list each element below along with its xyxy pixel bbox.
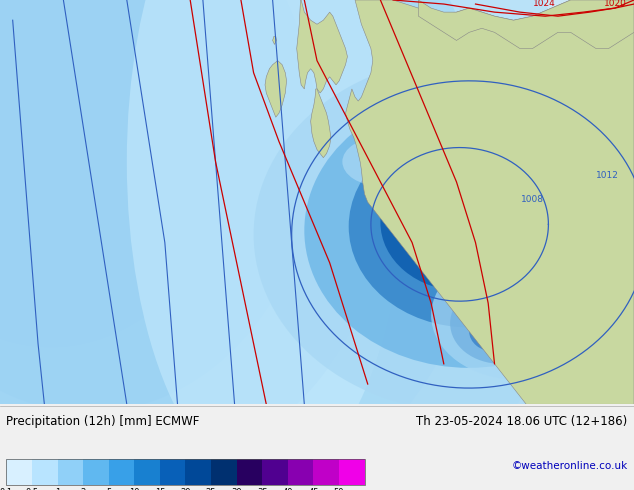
Ellipse shape <box>0 0 488 490</box>
Bar <box>288 459 313 485</box>
Ellipse shape <box>0 0 82 170</box>
Ellipse shape <box>0 0 393 477</box>
Ellipse shape <box>418 186 488 246</box>
Text: 40: 40 <box>283 488 293 490</box>
Bar <box>185 459 211 485</box>
Text: 1024: 1024 <box>533 0 555 8</box>
Text: Th 23-05-2024 18.06 UTC (12+186): Th 23-05-2024 18.06 UTC (12+186) <box>417 415 628 428</box>
Ellipse shape <box>304 93 634 368</box>
Text: 25: 25 <box>206 488 216 490</box>
Bar <box>108 459 134 485</box>
Text: 15: 15 <box>155 488 165 490</box>
Ellipse shape <box>431 251 609 380</box>
Polygon shape <box>265 61 287 117</box>
Text: 30: 30 <box>231 488 242 490</box>
Text: 20: 20 <box>180 488 191 490</box>
Bar <box>58 459 83 485</box>
Ellipse shape <box>368 158 418 190</box>
Ellipse shape <box>427 194 476 236</box>
Ellipse shape <box>342 137 418 186</box>
Ellipse shape <box>127 0 406 485</box>
Text: 35: 35 <box>257 488 268 490</box>
Polygon shape <box>311 89 331 158</box>
Text: 45: 45 <box>308 488 319 490</box>
Text: 1020: 1020 <box>604 0 626 8</box>
Ellipse shape <box>526 69 615 133</box>
Ellipse shape <box>0 0 583 490</box>
Bar <box>6 459 32 485</box>
Text: 1008: 1008 <box>521 195 544 204</box>
Ellipse shape <box>448 214 463 227</box>
Polygon shape <box>297 0 347 93</box>
Ellipse shape <box>0 0 317 412</box>
Polygon shape <box>346 0 634 404</box>
Ellipse shape <box>583 101 634 182</box>
Bar <box>6 459 365 485</box>
Bar <box>160 459 185 485</box>
Ellipse shape <box>434 200 466 228</box>
Ellipse shape <box>349 125 590 327</box>
Bar <box>339 459 365 485</box>
Text: 1: 1 <box>55 488 60 490</box>
Bar <box>236 459 262 485</box>
Bar <box>211 459 236 485</box>
Ellipse shape <box>380 154 545 291</box>
Bar <box>262 459 288 485</box>
Bar <box>313 459 339 485</box>
Text: ©weatheronline.co.uk: ©weatheronline.co.uk <box>512 461 628 471</box>
Ellipse shape <box>571 336 634 408</box>
Ellipse shape <box>0 0 152 271</box>
Polygon shape <box>273 36 276 45</box>
Text: 0.1: 0.1 <box>0 488 13 490</box>
Polygon shape <box>418 0 634 49</box>
Ellipse shape <box>0 0 241 348</box>
Bar <box>83 459 108 485</box>
Text: Precipitation (12h) [mm] ECMWF: Precipitation (12h) [mm] ECMWF <box>6 415 200 428</box>
Ellipse shape <box>450 217 458 225</box>
Text: 50: 50 <box>333 488 344 490</box>
Bar <box>32 459 58 485</box>
Bar <box>134 459 160 485</box>
Ellipse shape <box>577 356 628 396</box>
Ellipse shape <box>406 174 507 263</box>
Text: 1012: 1012 <box>596 171 619 180</box>
Ellipse shape <box>442 207 455 219</box>
Ellipse shape <box>469 311 520 352</box>
Text: 2: 2 <box>81 488 86 490</box>
Text: 5: 5 <box>106 488 112 490</box>
Ellipse shape <box>450 283 552 364</box>
Ellipse shape <box>254 56 634 413</box>
Text: 0.5: 0.5 <box>25 488 39 490</box>
Ellipse shape <box>439 204 459 222</box>
Text: 10: 10 <box>129 488 139 490</box>
Ellipse shape <box>495 24 621 122</box>
